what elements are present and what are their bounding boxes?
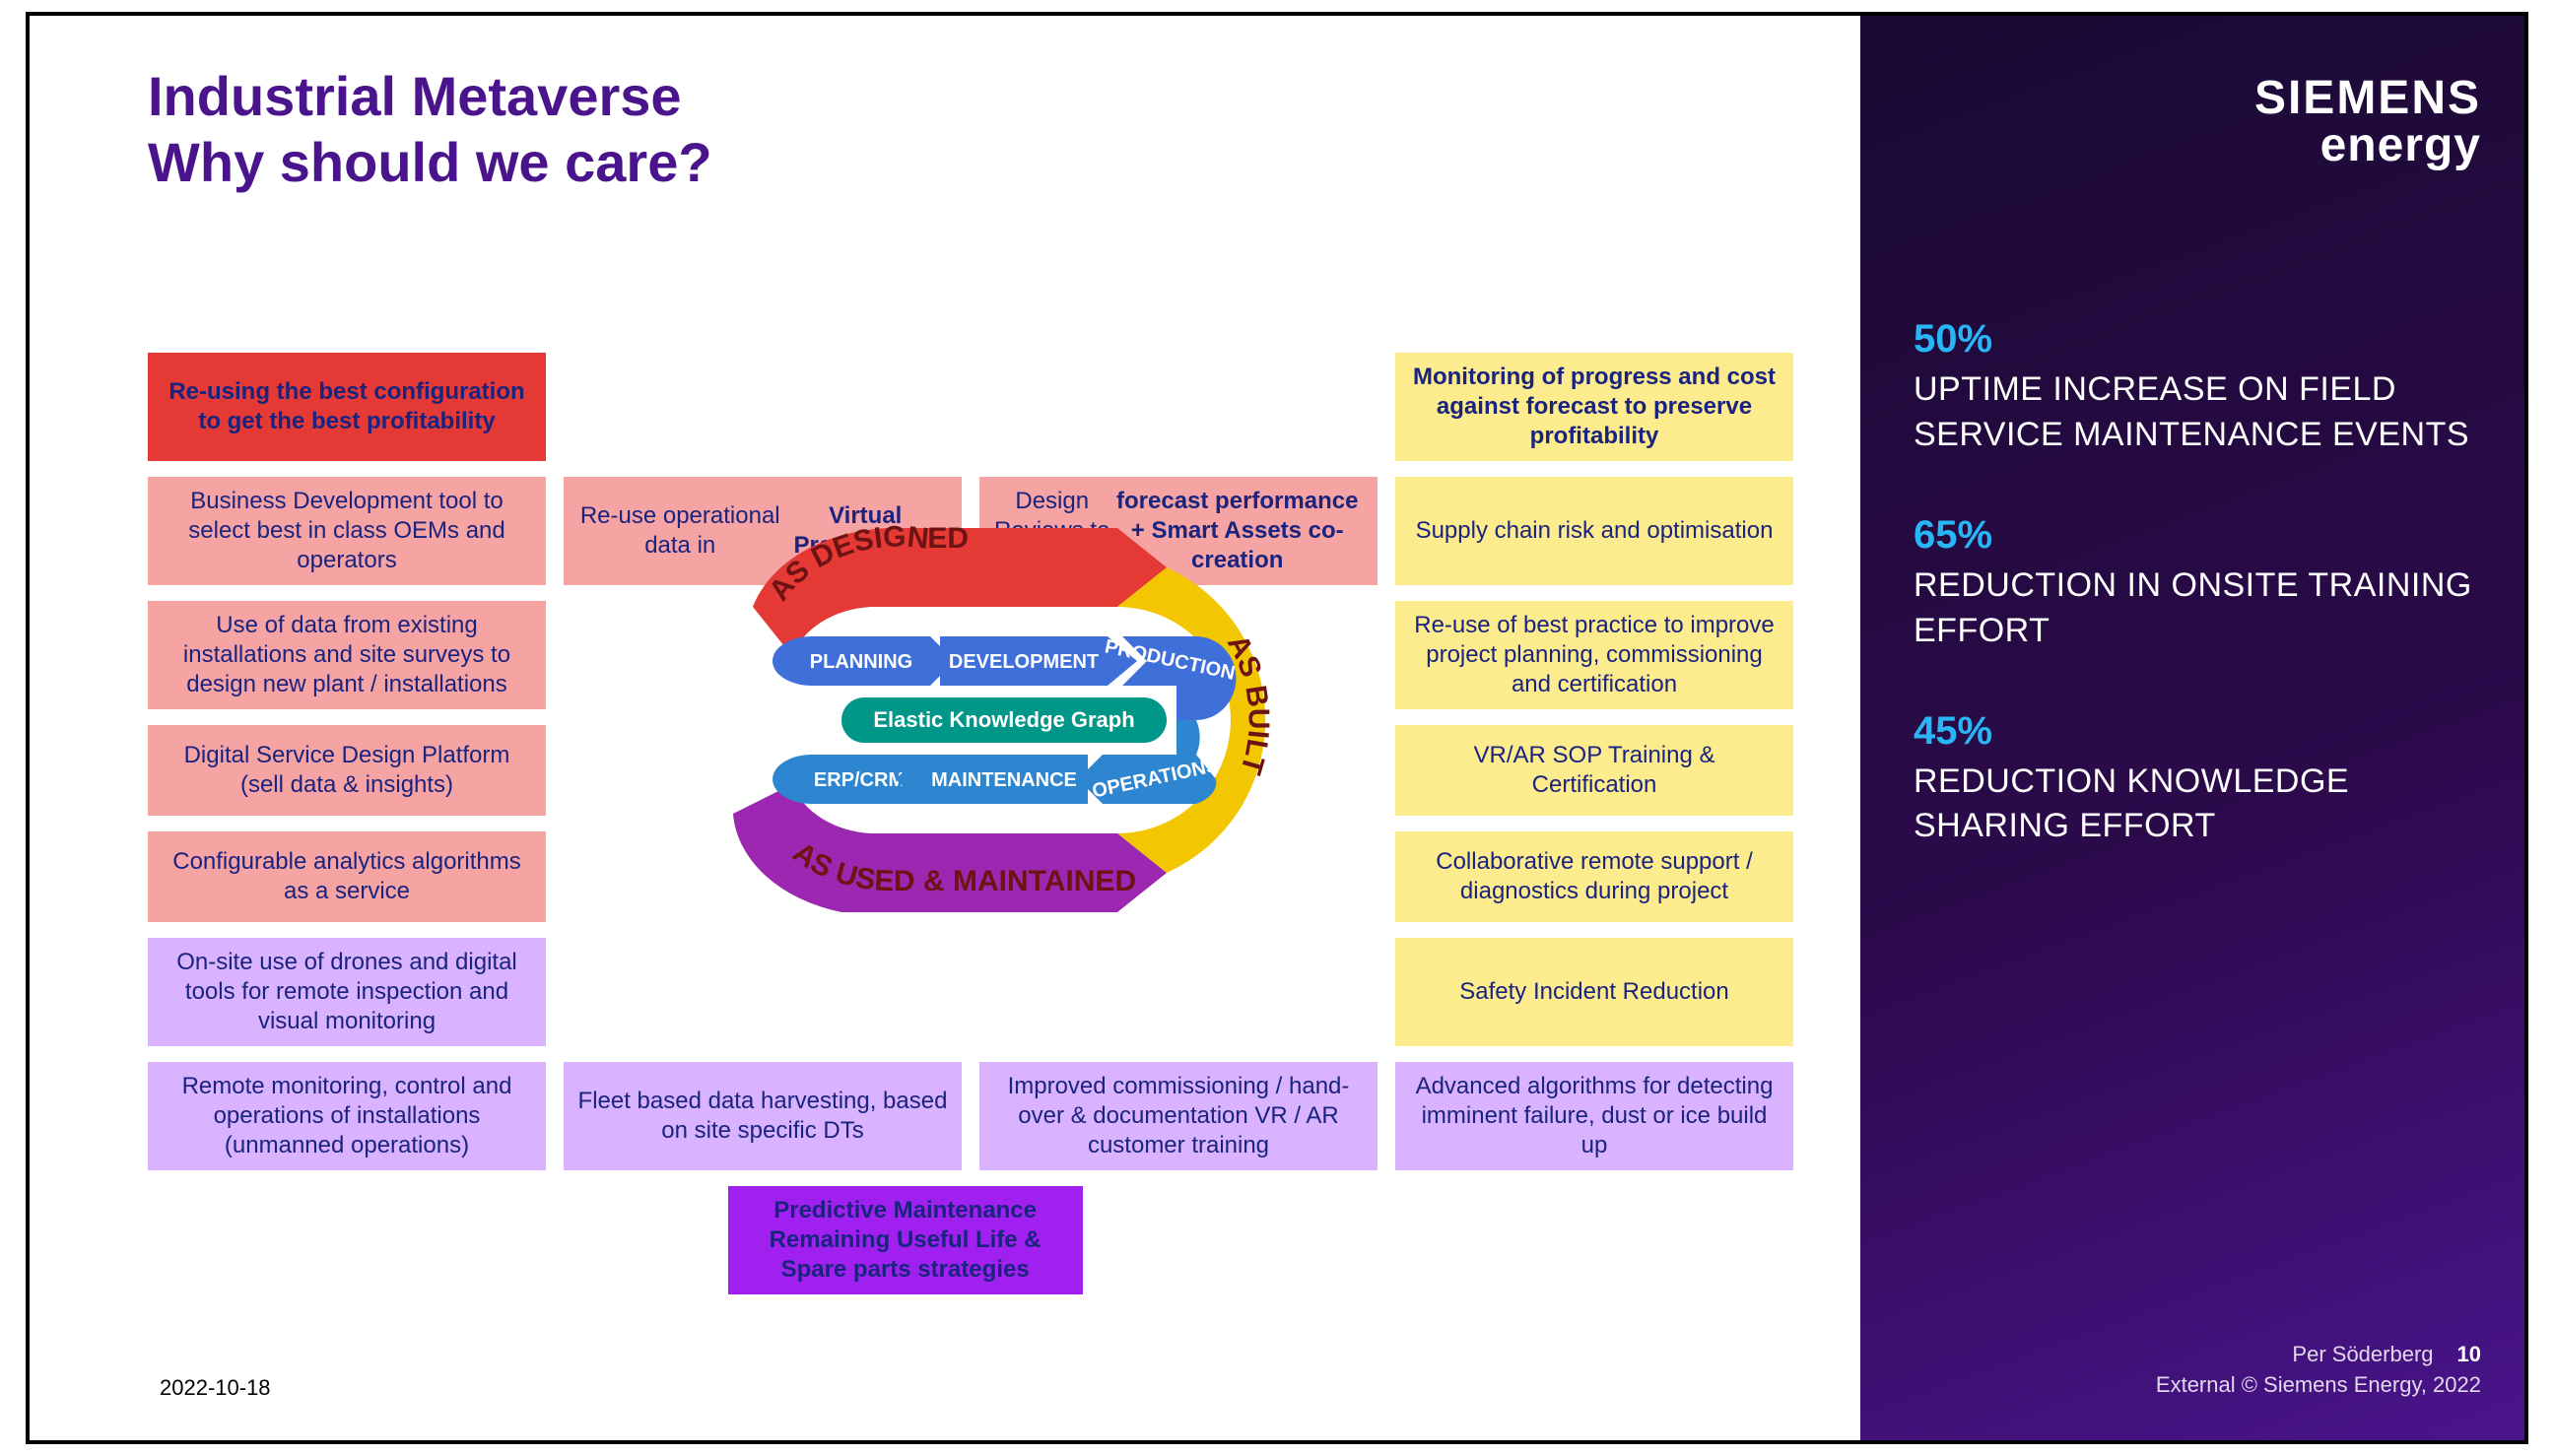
grid-row: Remote monitoring, control and operation… <box>148 1062 1827 1170</box>
grid-cell: Re-use of best practice to improve proje… <box>1395 601 1793 709</box>
sidebar: SIEMENS energy 50% UPTIME INCREASE ON FIE… <box>1860 16 2524 1440</box>
author: Per Söderberg <box>2292 1342 2433 1366</box>
grid-cell: On-site use of drones and digital tools … <box>148 938 546 1046</box>
stat-item: 65% REDUCTION IN ONSITE TRAINING EFFORT <box>1914 513 2481 654</box>
grid-cell: Safety Incident Reduction <box>1395 938 1793 1046</box>
grid-cell <box>564 938 962 1046</box>
grid-cell: Fleet based data harvesting, based on si… <box>564 1062 962 1170</box>
inner-planning: PLANNING <box>810 651 912 673</box>
grid-row: On-site use of drones and digital tools … <box>148 938 1827 1046</box>
inner-development: DEVELOPMENT <box>949 651 1099 673</box>
copyright: External © Siemens Energy, 2022 <box>2156 1370 2481 1401</box>
inner-erp: ERP/CRM <box>814 769 905 791</box>
stat-text: REDUCTION KNOWLEDGE SHARING EFFORT <box>1914 760 2481 850</box>
stat-text: REDUCTION IN ONSITE TRAINING EFFORT <box>1914 563 2481 654</box>
stat-item: 45% REDUCTION KNOWLEDGE SHARING EFFORT <box>1914 709 2481 850</box>
grid-cell: Supply chain risk and optimisation <box>1395 477 1793 585</box>
stat-percent: 50% <box>1914 317 2481 362</box>
grid-cell: Advanced algorithms for detecting immine… <box>1395 1062 1793 1170</box>
grid-cell: Collaborative remote support / diagnosti… <box>1395 831 1793 922</box>
grid-cell: VR/AR SOP Training & Certification <box>1395 725 1793 816</box>
grid-cell: Improved commissioning / hand-over & doc… <box>979 1062 1378 1170</box>
grid-cell <box>564 353 962 461</box>
footer-date: 2022-10-18 <box>160 1375 271 1401</box>
center-label: Elastic Knowledge Graph <box>873 707 1134 732</box>
stat-percent: 45% <box>1914 709 2481 754</box>
main-area: Industrial Metaverse Why should we care?… <box>30 16 1860 1440</box>
grid-cell <box>1101 1186 1455 1294</box>
stats-list: 50% UPTIME INCREASE ON FIELD SERVICE MAIN… <box>1914 317 2481 849</box>
grid-cell: Monitoring of progress and cost against … <box>1395 353 1793 461</box>
grid-cell: Business Development tool to select best… <box>148 477 546 585</box>
grid-cell: Use of data from existing installations … <box>148 601 546 709</box>
grid-cell: Configurable analytics algorithms as a s… <box>148 831 546 922</box>
grid-cell: Predictive Maintenance Remaining Useful … <box>728 1186 1083 1294</box>
slide: Industrial Metaverse Why should we care?… <box>26 12 2528 1444</box>
stat-percent: 65% <box>1914 513 2481 558</box>
grid-cell: Re-using the best configuration to get t… <box>148 353 546 461</box>
brand-top: SIEMENS <box>1914 75 2481 122</box>
grid-cell <box>148 1186 503 1294</box>
brand-bottom: energy <box>1914 122 2481 169</box>
side-footer: Per Söderberg 10 External © Siemens Energ… <box>2156 1340 2481 1401</box>
grid-row: Predictive Maintenance Remaining Useful … <box>148 1186 1827 1294</box>
brand-logo: SIEMENS energy <box>1914 75 2481 169</box>
inner-maintenance: MAINTENANCE <box>931 769 1077 791</box>
page-number: 10 <box>2457 1340 2481 1370</box>
grid-cell <box>979 938 1378 1046</box>
cycle-diagram: AS DESIGNED AS BUILT AS USED & MAINTAINE… <box>566 489 1395 952</box>
grid-cell <box>1472 1186 1827 1294</box>
grid-cell: Remote monitoring, control and operation… <box>148 1062 546 1170</box>
stat-text: UPTIME INCREASE ON FIELD SERVICE MAINTEN… <box>1914 367 2481 458</box>
stat-item: 50% UPTIME INCREASE ON FIELD SERVICE MAIN… <box>1914 317 2481 458</box>
grid-cell <box>979 353 1378 461</box>
grid-row: Re-using the best configuration to get t… <box>148 353 1827 461</box>
grid-cell: Digital Service Design Platform (sell da… <box>148 725 546 816</box>
inner-ring: PLANNING DEVELOPMENT PRODUCTION ERP/CRM … <box>773 635 1237 804</box>
slide-title: Industrial Metaverse Why should we care? <box>148 63 1860 195</box>
